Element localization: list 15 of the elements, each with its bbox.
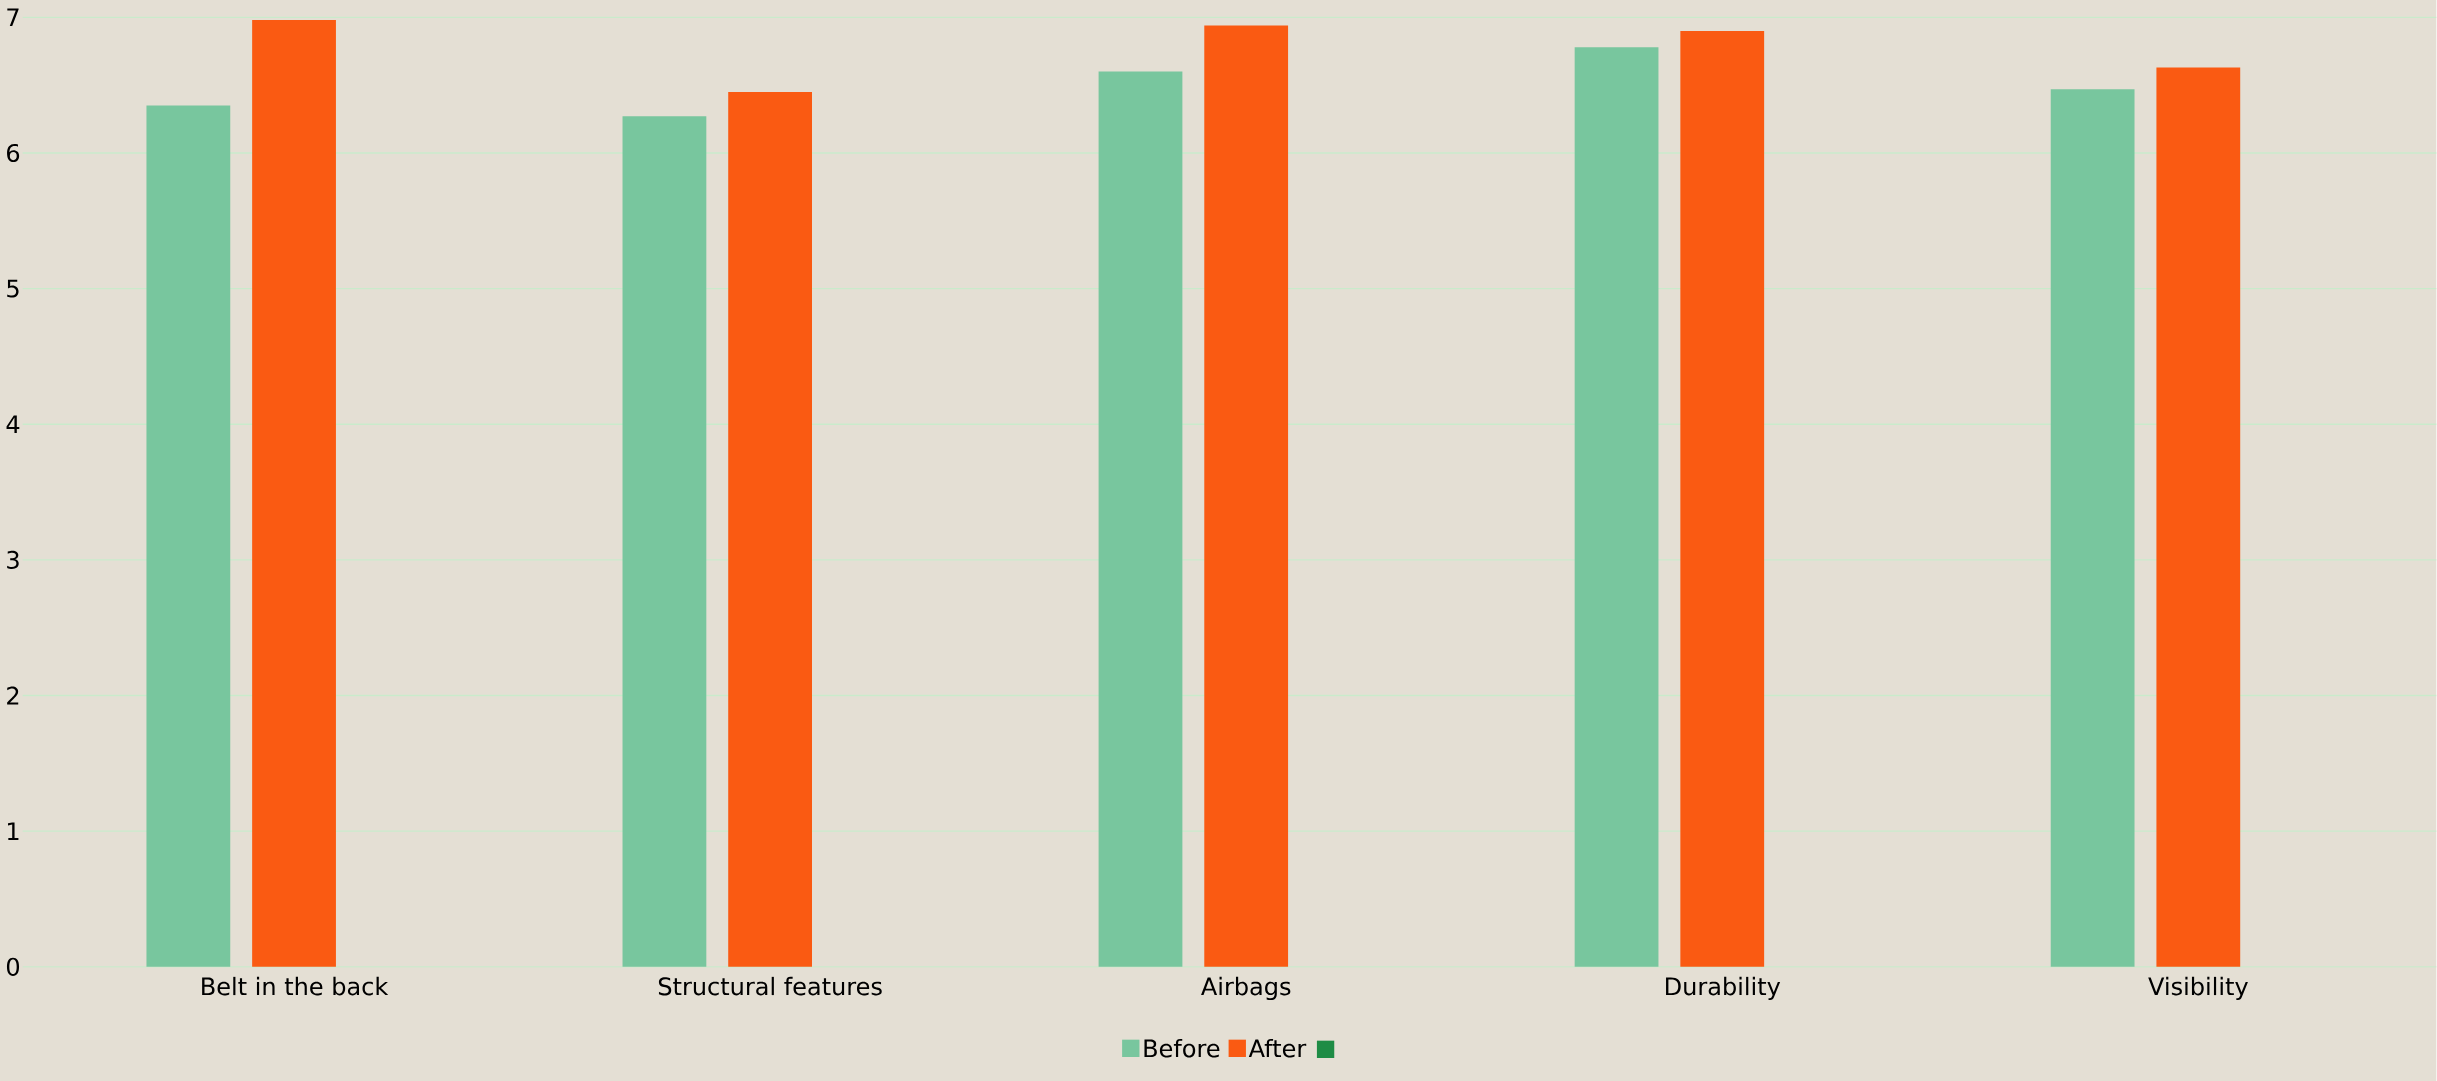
x-tick-label: Airbags xyxy=(1201,976,1291,1001)
y-tick-label: 3 xyxy=(7,550,19,569)
legend-label: After xyxy=(1248,1038,1307,1058)
y-tick-label: 7 xyxy=(7,8,19,26)
y-tick-label: 6 xyxy=(7,143,20,162)
x-tick-label: Belt in the back xyxy=(202,976,389,996)
x-tick-label: Structural features xyxy=(658,976,882,996)
x-tick-label: Durability xyxy=(1666,976,1781,1001)
legend-label: Before xyxy=(1144,1038,1220,1058)
x-tick-label: Visibility xyxy=(2148,976,2248,1001)
y-tick-label: 1 xyxy=(8,822,19,840)
y-tick-label: 4 xyxy=(6,415,20,433)
y-tick-label: 5 xyxy=(7,279,19,298)
y-tick-label: 2 xyxy=(7,686,19,705)
y-tick-label: 0 xyxy=(6,957,20,976)
